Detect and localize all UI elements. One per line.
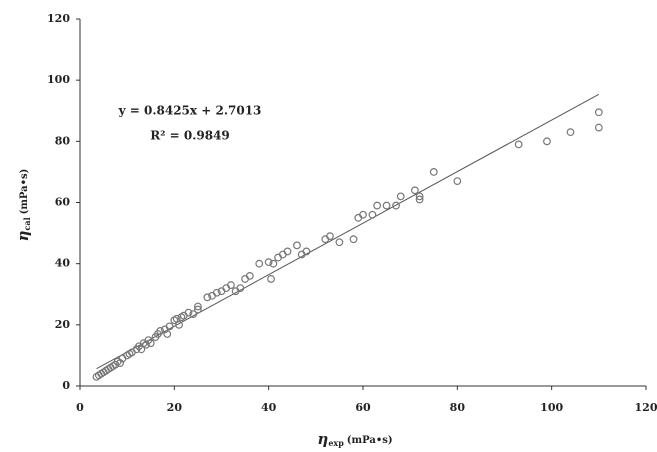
y-tick-label: 20 — [55, 318, 71, 331]
point — [374, 202, 381, 209]
point — [383, 202, 390, 209]
x-tick-label: 40 — [261, 401, 277, 414]
page: {"chart_data": {"type": "scatter", "x_la… — [0, 0, 657, 452]
unit: (mPa•s) — [347, 435, 393, 446]
point — [397, 193, 404, 200]
unit: (mPa•s) — [19, 169, 30, 215]
y-tick-label: 0 — [62, 379, 70, 392]
y-axis-label: ηcal (mPa•s) — [14, 169, 32, 242]
point — [454, 178, 461, 185]
x-axis-label: ηexp(mPa•s) — [317, 430, 392, 448]
point — [596, 109, 603, 116]
y-tick-label: 80 — [55, 134, 71, 147]
point — [268, 276, 275, 283]
point — [567, 129, 574, 136]
point — [412, 187, 419, 194]
chart: y = 0.8425x + 2.7013 R² = 0.9849 ηexp(mP… — [0, 0, 657, 452]
point — [430, 169, 437, 176]
point — [336, 239, 343, 246]
symbol: η — [317, 430, 328, 448]
y-tick-label: 120 — [47, 12, 70, 25]
equation: y = 0.8425x + 2.7013 — [118, 104, 262, 118]
point — [515, 141, 522, 148]
point — [596, 124, 603, 131]
x-tick-label: 80 — [450, 401, 466, 414]
subscript: exp — [328, 438, 344, 448]
r-squared: R² = 0.9849 — [150, 129, 230, 143]
point — [544, 138, 551, 145]
point — [294, 242, 301, 249]
point — [350, 236, 357, 243]
x-tick-label: 60 — [355, 401, 371, 414]
symbol: η — [14, 230, 32, 241]
subscript: cal — [22, 217, 32, 230]
x-tick-label: 120 — [635, 401, 657, 414]
x-tick-label: 20 — [167, 401, 183, 414]
y-tick-label: 60 — [55, 196, 71, 209]
point — [256, 260, 263, 267]
point — [369, 211, 376, 218]
y-tick-label: 100 — [47, 73, 70, 86]
y-tick-label: 40 — [55, 257, 71, 270]
x-tick-label: 100 — [540, 401, 563, 414]
x-tick-label: 0 — [76, 401, 84, 414]
